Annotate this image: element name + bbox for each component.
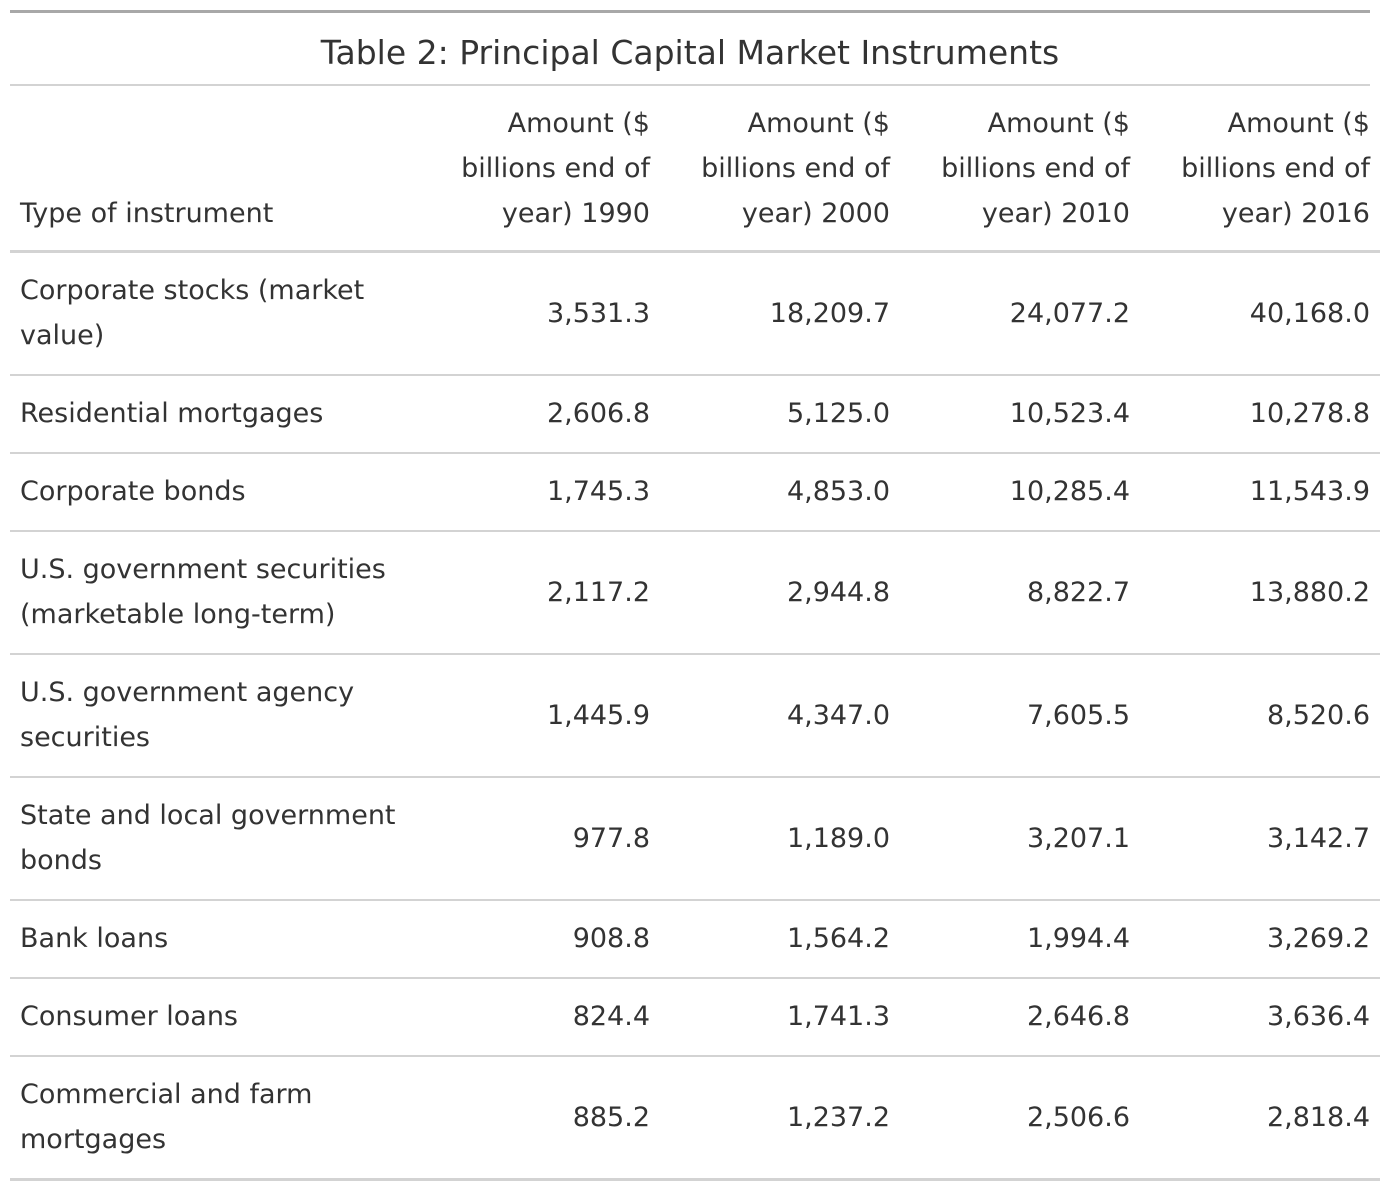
cell-value: 2,117.2 [420, 531, 660, 655]
row-label: U.S. government agency securities [10, 654, 420, 778]
cell-value: 24,077.2 [900, 251, 1140, 376]
cell-value: 824.4 [420, 978, 660, 1057]
cell-value: 1,745.3 [420, 453, 660, 532]
cell-value: 1,564.2 [660, 900, 900, 979]
header-row: Type of instrument Amount ($ billions end … [10, 86, 1380, 253]
row-label: Consumer loans [10, 978, 420, 1057]
column-header-amount: Amount ($ billions end of year) 2016 [1140, 86, 1380, 253]
cell-value: 3,531.3 [420, 251, 660, 376]
cell-value: 10,523.4 [900, 375, 1140, 454]
row-label: Corporate stocks (market value) [10, 251, 420, 376]
cell-value: 2,606.8 [420, 375, 660, 454]
cell-value: 1,741.3 [660, 978, 900, 1057]
row-label: State and local government bonds [10, 777, 420, 901]
row-label: U.S. government securities (marketable l… [10, 531, 420, 655]
cell-value: 3,142.7 [1140, 777, 1380, 901]
cell-value: 2,818.4 [1140, 1056, 1380, 1181]
cell-value: 8,822.7 [900, 531, 1140, 655]
cell-value: 11,543.9 [1140, 453, 1380, 532]
table-title: Table 2: Principal Capital Market Instru… [10, 13, 1370, 86]
cell-value: 8,520.6 [1140, 654, 1380, 778]
table-row: U.S. government agency securities 1,445.9… [10, 654, 1380, 778]
cell-value: 4,347.0 [660, 654, 900, 778]
table-row: Bank loans 908.8 1,564.2 1,994.4 3,269.2 [10, 900, 1380, 979]
table-row: Corporate stocks (market value) 3,531.3 18… [10, 251, 1380, 376]
table-row: U.S. government securities (marketable l… [10, 531, 1380, 655]
table-row: State and local government bonds 977.8 1,1… [10, 777, 1380, 901]
top-rule [10, 10, 1370, 13]
cell-value: 18,209.7 [660, 251, 900, 376]
cell-value: 4,853.0 [660, 453, 900, 532]
cell-value: 3,636.4 [1140, 978, 1380, 1057]
cell-value: 908.8 [420, 900, 660, 979]
column-header-amount: Amount ($ billions end of year) 2000 [660, 86, 900, 253]
row-label: Residential mortgages [10, 375, 420, 454]
row-label: Bank loans [10, 900, 420, 979]
cell-value: 2,646.8 [900, 978, 1140, 1057]
cell-value: 3,207.1 [900, 777, 1140, 901]
cell-value: 10,278.8 [1140, 375, 1380, 454]
cell-value: 1,994.4 [900, 900, 1140, 979]
table-row: Residential mortgages 2,606.8 5,125.0 10,52… [10, 375, 1380, 454]
data-table: Type of instrument Amount ($ billions end … [10, 86, 1380, 1181]
cell-value: 7,605.5 [900, 654, 1140, 778]
column-header-amount: Amount ($ billions end of year) 1990 [420, 86, 660, 253]
row-label: Corporate bonds [10, 453, 420, 532]
cell-value: 1,237.2 [660, 1056, 900, 1181]
table-row: Consumer loans 824.4 1,741.3 2,646.8 3,636.4 [10, 978, 1380, 1057]
cell-value: 10,285.4 [900, 453, 1140, 532]
table-container: Table 2: Principal Capital Market Instru… [10, 10, 1380, 1181]
cell-value: 1,189.0 [660, 777, 900, 901]
cell-value: 13,880.2 [1140, 531, 1380, 655]
cell-value: 2,506.6 [900, 1056, 1140, 1181]
cell-value: 1,445.9 [420, 654, 660, 778]
column-header-amount: Amount ($ billions end of year) 2010 [900, 86, 1140, 253]
table-body: Corporate stocks (market value) 3,531.3 18… [10, 251, 1380, 1181]
table-row: Corporate bonds 1,745.3 4,853.0 10,285.4 11,… [10, 453, 1380, 532]
cell-value: 2,944.8 [660, 531, 900, 655]
table-row: Commercial and farm mortgages 885.2 1,237.… [10, 1056, 1380, 1181]
cell-value: 5,125.0 [660, 375, 900, 454]
column-header-type: Type of instrument [10, 86, 420, 253]
cell-value: 3,269.2 [1140, 900, 1380, 979]
cell-value: 40,168.0 [1140, 251, 1380, 376]
cell-value: 977.8 [420, 777, 660, 901]
cell-value: 885.2 [420, 1056, 660, 1181]
row-label: Commercial and farm mortgages [10, 1056, 420, 1181]
